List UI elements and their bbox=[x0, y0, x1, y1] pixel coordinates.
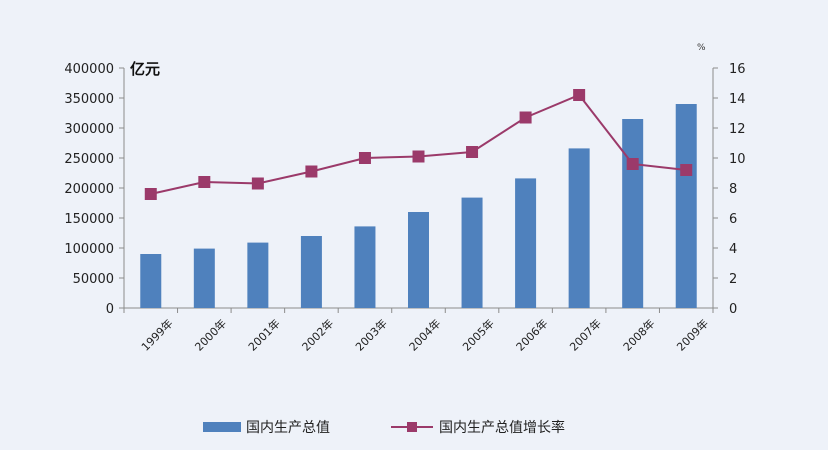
x-tick-label: 2009年 bbox=[674, 316, 711, 353]
right-tick-label: 14 bbox=[729, 92, 746, 107]
x-tick-label: 2005年 bbox=[459, 316, 496, 353]
right-tick-label: 0 bbox=[729, 302, 737, 317]
legend-label-growth: 国内生产总值增长率 bbox=[439, 419, 565, 436]
right-axis-ticks: 0 2 4 6 8 10 12 14 16 bbox=[713, 62, 746, 317]
x-axis-ticks: 1999年 2000年 2001年 2002年 2003年 2004年 2005年 2006年… bbox=[123, 308, 714, 354]
left-tick-label: 250000 bbox=[64, 152, 114, 167]
line-marker bbox=[412, 150, 425, 163]
bar bbox=[354, 226, 376, 308]
bar bbox=[247, 242, 269, 308]
growth-line bbox=[150, 93, 687, 195]
bar-series bbox=[140, 104, 697, 308]
x-tick-label: 2006年 bbox=[513, 316, 550, 353]
x-tick-label: 2004年 bbox=[406, 316, 443, 353]
x-tick-label: 2008年 bbox=[620, 316, 657, 353]
bar bbox=[408, 212, 429, 308]
left-tick-label: 400000 bbox=[64, 62, 114, 77]
right-tick-label: 6 bbox=[729, 212, 737, 227]
chart-panel: 亿元 % 0 50000 100000 150000 200000 250000 30000… bbox=[0, 0, 828, 450]
left-tick-label: 350000 bbox=[64, 92, 114, 107]
left-tick-label: 0 bbox=[106, 302, 114, 317]
bar bbox=[568, 148, 590, 308]
combo-chart: 亿元 % 0 50000 100000 150000 200000 250000 30000… bbox=[64, 43, 746, 436]
right-tick-label: 8 bbox=[729, 182, 737, 197]
left-axis-unit: 亿元 bbox=[130, 60, 160, 78]
x-tick-label: 2000年 bbox=[192, 316, 229, 353]
bar bbox=[300, 236, 322, 308]
x-tick-label: 2001年 bbox=[245, 316, 282, 353]
right-axis-unit: % bbox=[697, 43, 706, 53]
legend-swatch-gdp bbox=[203, 422, 241, 432]
left-axis-ticks: 0 50000 100000 150000 200000 250000 300000 3500… bbox=[64, 62, 124, 317]
right-tick-label: 12 bbox=[729, 122, 746, 137]
bar bbox=[461, 197, 483, 308]
x-tick-label: 1999年 bbox=[138, 316, 175, 353]
line-marker bbox=[626, 158, 639, 170]
line-marker bbox=[198, 176, 211, 188]
legend: 国内生产总值 国内生产总值增长率 bbox=[203, 419, 565, 436]
line-marker bbox=[466, 146, 479, 158]
left-tick-label: 50000 bbox=[73, 272, 114, 287]
bar bbox=[515, 178, 537, 308]
line-marker bbox=[144, 188, 157, 200]
right-tick-label: 10 bbox=[729, 152, 746, 167]
line-marker bbox=[305, 165, 318, 178]
bar bbox=[140, 254, 162, 308]
left-tick-label: 150000 bbox=[64, 212, 114, 227]
x-tick-label: 2002年 bbox=[299, 316, 336, 353]
right-tick-label: 2 bbox=[729, 272, 737, 287]
line-marker bbox=[680, 164, 693, 176]
line-marker bbox=[358, 152, 371, 164]
line-series bbox=[144, 89, 693, 200]
x-tick-label: 2003年 bbox=[352, 316, 389, 353]
line-marker bbox=[519, 111, 532, 124]
bar bbox=[675, 104, 697, 308]
left-tick-label: 100000 bbox=[64, 242, 114, 257]
right-tick-label: 4 bbox=[729, 242, 737, 257]
left-tick-label: 200000 bbox=[64, 182, 114, 197]
bar bbox=[193, 248, 215, 308]
x-tick-label: 2007年 bbox=[567, 316, 604, 353]
bar bbox=[622, 119, 644, 308]
line-marker bbox=[573, 89, 586, 101]
legend-label-gdp: 国内生产总值 bbox=[246, 420, 330, 436]
right-tick-label: 16 bbox=[729, 62, 746, 77]
line-marker bbox=[251, 177, 264, 190]
left-tick-label: 300000 bbox=[64, 122, 114, 137]
legend-swatch-growth-marker bbox=[407, 422, 417, 432]
